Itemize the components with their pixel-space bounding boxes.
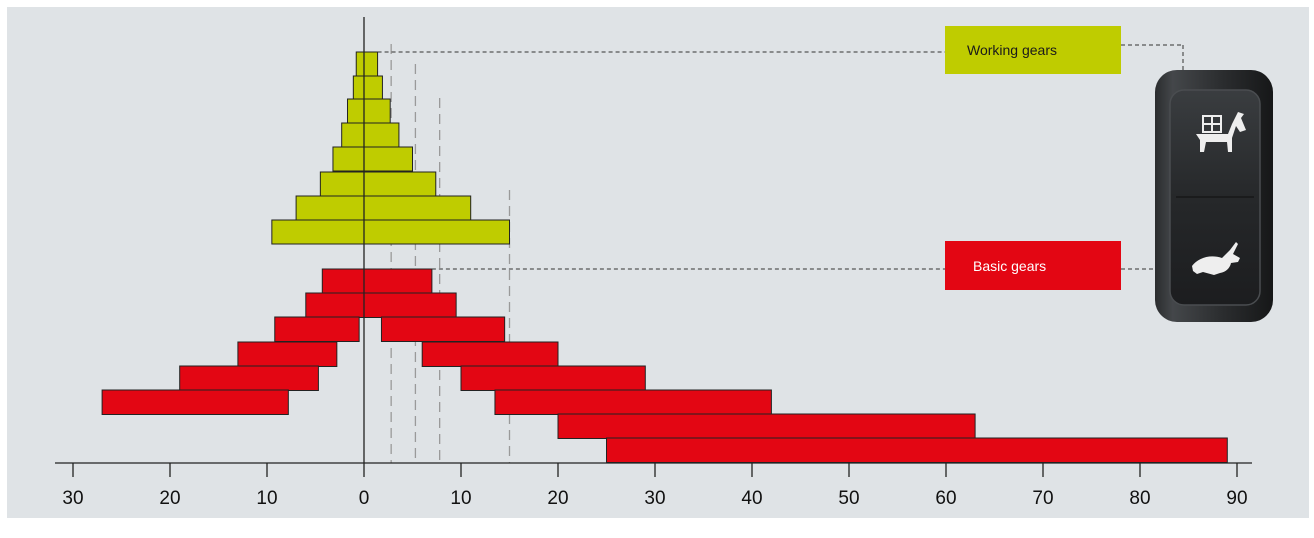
legend-working-swatch (945, 26, 1121, 74)
bar (237, 341, 338, 367)
bar (274, 316, 360, 342)
bar (319, 171, 437, 197)
x-tick-label: 20 (547, 488, 568, 509)
x-tick-label: 70 (1032, 488, 1053, 509)
legend-connectors (377, 44, 1184, 270)
axes (55, 17, 1252, 464)
bar (305, 292, 457, 318)
x-tick-label: 10 (256, 488, 277, 509)
bar (295, 195, 472, 221)
bar (557, 413, 976, 439)
x-tick-label: 90 (1226, 488, 1247, 509)
basic-gears-series (101, 268, 1228, 463)
legend-basic-swatch (945, 241, 1121, 290)
hare-icon (1192, 242, 1240, 275)
legend-working: Working gears (945, 26, 1121, 74)
bar (321, 268, 433, 294)
bar (352, 75, 383, 101)
bar (606, 437, 1228, 463)
tortoise-donkey-icon (1196, 112, 1246, 152)
bar (332, 146, 413, 172)
reference-lines (390, 44, 511, 463)
x-tick-label: 60 (935, 488, 956, 509)
x-tick-label: 30 (644, 488, 665, 509)
x-axis-ticks: 30 20 10 0 10 20 30 40 50 60 70 80 90 (62, 463, 1248, 509)
x-tick-label: 0 (359, 488, 370, 509)
bar (355, 51, 379, 77)
bar (101, 389, 289, 415)
bar (347, 98, 391, 124)
bar (271, 219, 510, 245)
x-tick-label: 30 (62, 488, 83, 509)
bar (341, 122, 400, 148)
bar (380, 316, 506, 342)
working-gears-series (271, 51, 510, 245)
rocker-switch (1155, 70, 1273, 322)
bar (494, 389, 772, 415)
x-tick-label: 20 (159, 488, 180, 509)
x-tick-label: 10 (450, 488, 471, 509)
legend-working-label: Working gears (967, 42, 1057, 58)
bar (421, 341, 559, 367)
bar (179, 365, 319, 391)
legend-basic: Basic gears (945, 241, 1121, 290)
x-tick-label: 80 (1129, 488, 1150, 509)
x-tick-label: 40 (741, 488, 762, 509)
legend-basic-label: Basic gears (973, 258, 1046, 274)
x-tick-label: 50 (838, 488, 859, 509)
bar (460, 365, 646, 391)
